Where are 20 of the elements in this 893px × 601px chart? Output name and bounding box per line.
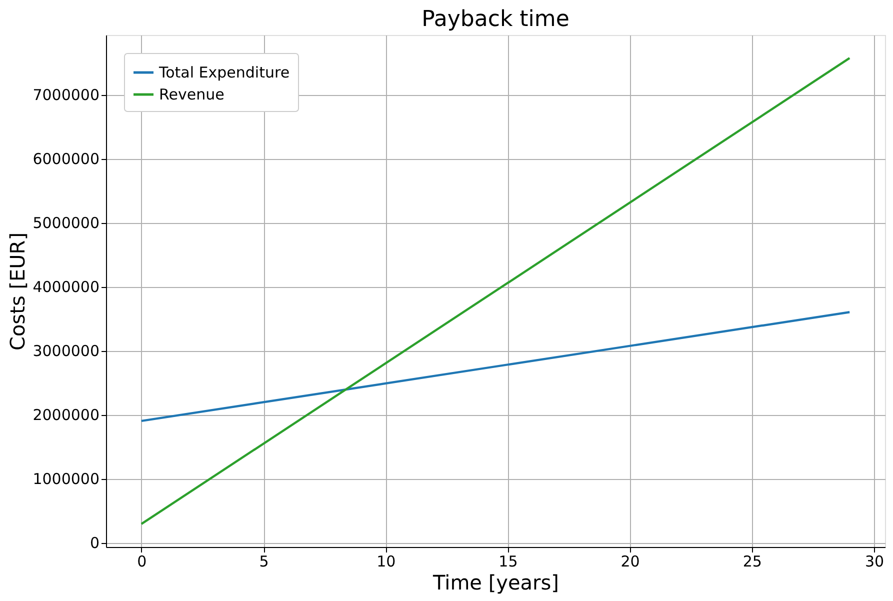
y-tick-label: 1000000 [32, 470, 100, 488]
x-tick-label: 0 [137, 552, 147, 570]
y-tick-label: 2000000 [32, 406, 100, 424]
y-tick-label: 0 [90, 534, 100, 552]
x-tick-label: 25 [742, 552, 762, 570]
x-tick-label: 20 [620, 552, 640, 570]
legend-label: Total Expenditure [158, 64, 290, 82]
y-tick-label: 3000000 [32, 342, 100, 360]
x-tick-label: 15 [498, 552, 518, 570]
x-tick-label: 5 [259, 552, 269, 570]
y-axis-title: Costs [EUR] [6, 232, 30, 351]
x-axis-title: Time [years] [432, 570, 559, 594]
y-tick-label: 7000000 [32, 86, 100, 104]
y-tick-label: 4000000 [32, 278, 100, 296]
y-tick-label: 5000000 [32, 214, 100, 232]
x-tick-label: 10 [376, 552, 396, 570]
y-tick-label: 6000000 [32, 150, 100, 168]
legend-label: Revenue [159, 86, 224, 104]
chart-title: Payback time [422, 7, 570, 32]
x-tick-label: 30 [864, 552, 884, 570]
